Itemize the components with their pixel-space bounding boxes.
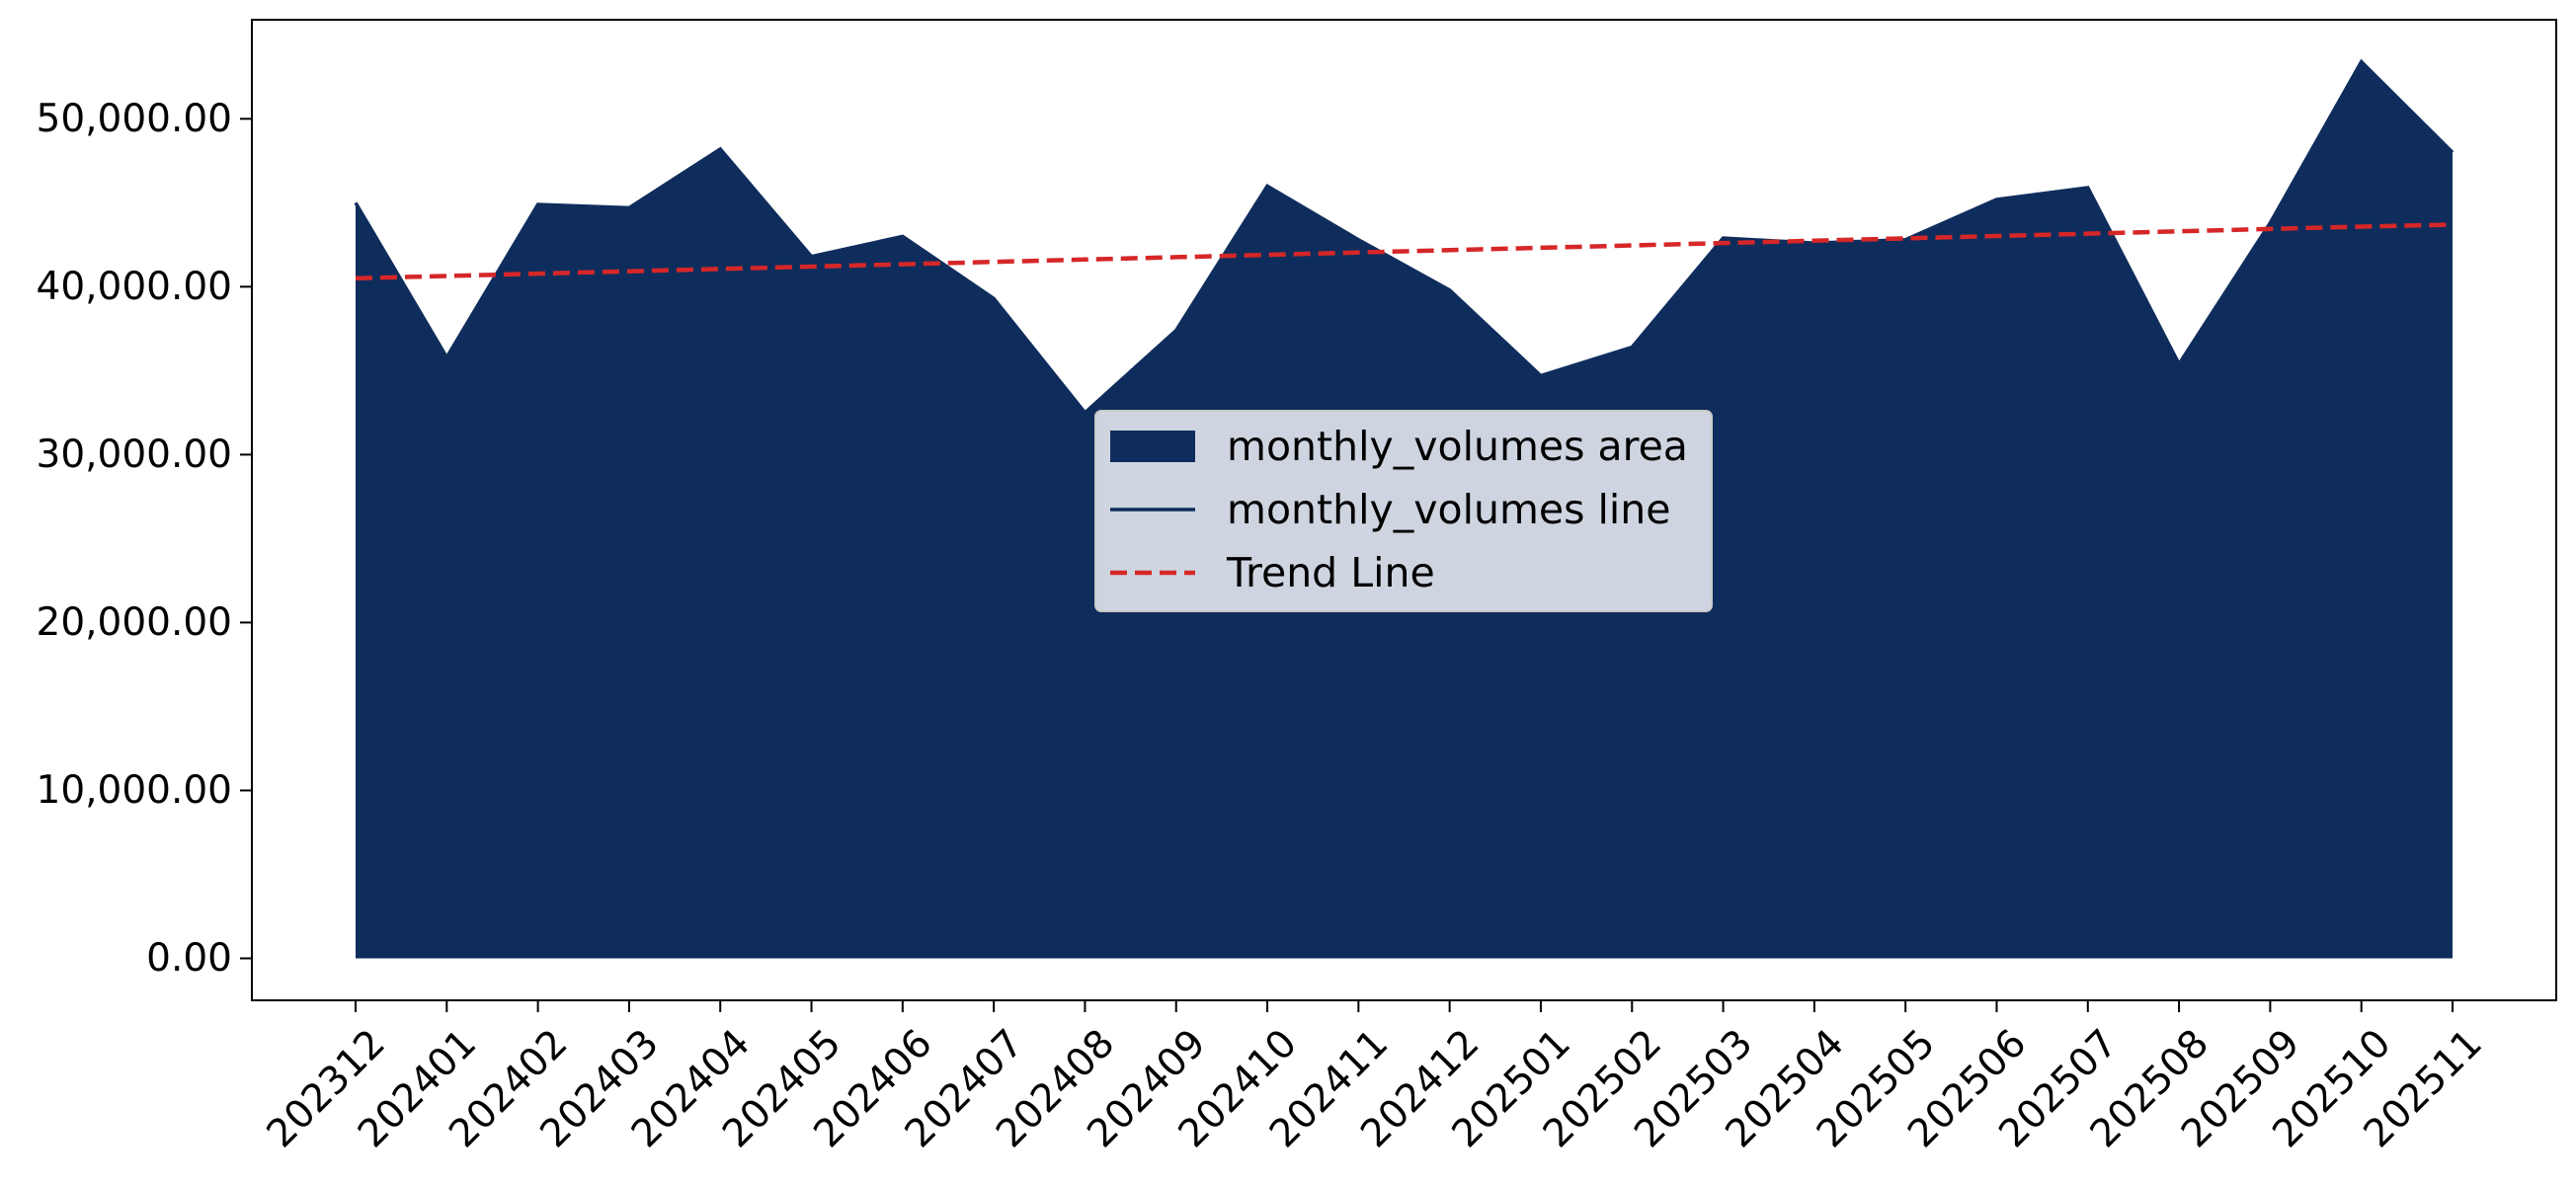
- y-tick-label: 50,000.00: [37, 97, 233, 141]
- y-tick-label: 40,000.00: [37, 265, 233, 309]
- legend-label: Trend Line: [1226, 549, 1435, 596]
- legend-swatch-area: [1110, 431, 1195, 462]
- trend-line: [355, 222, 2454, 281]
- y-tick-label: 30,000.00: [37, 433, 233, 477]
- y-tick-label: 10,000.00: [37, 768, 233, 813]
- axes-frame: [251, 19, 2557, 1001]
- legend-label: monthly_volumes area: [1227, 423, 1688, 470]
- y-tick-label: 20,000.00: [37, 600, 233, 645]
- legend: monthly_volumes area monthly_volumes line…: [1094, 410, 1713, 612]
- y-tick-label: 0.00: [146, 936, 232, 981]
- legend-label: monthly_volumes line: [1227, 486, 1671, 533]
- legend-box: [1094, 410, 1713, 612]
- series-line-1: [354, 58, 2455, 416]
